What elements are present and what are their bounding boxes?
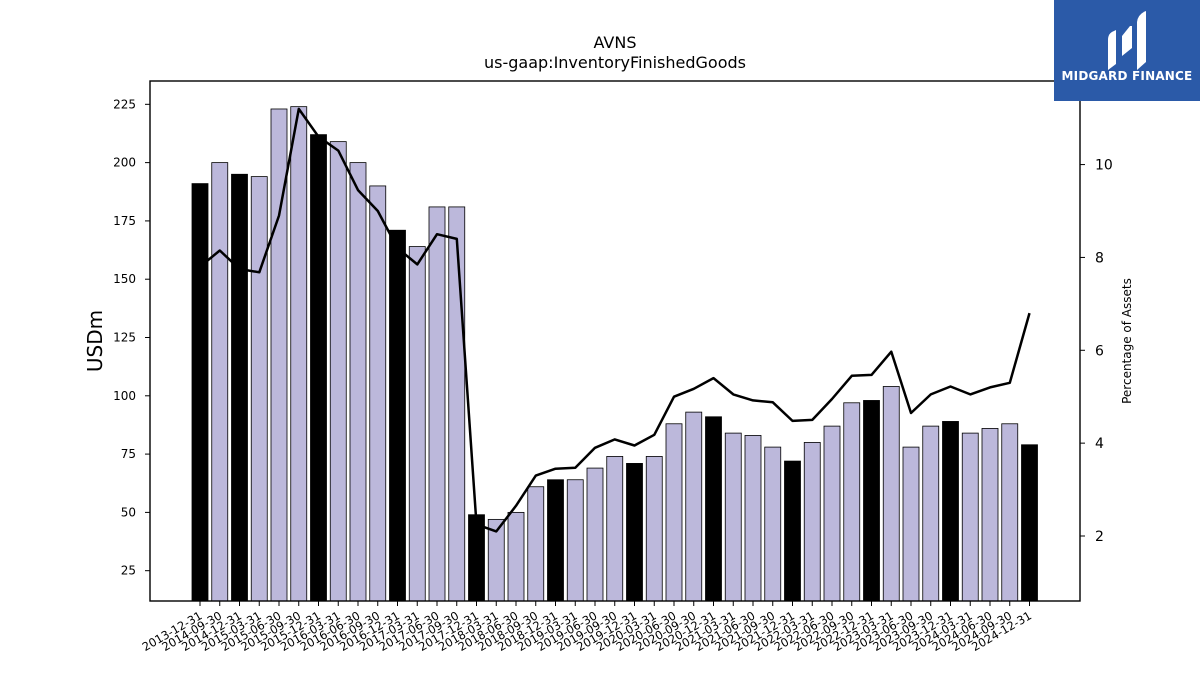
bars-group (191, 106, 1038, 602)
bar-2023-03-31 (882, 386, 900, 602)
bar-2016-06-30 (349, 162, 367, 602)
chart-subtitle: us-gaap:InventoryFinishedGoods (484, 53, 746, 72)
right-tick-label: 4 (1095, 436, 1104, 452)
bar-2021-03-31 (724, 432, 742, 602)
bar-2022-06-30 (823, 425, 841, 602)
bar-2021-06-30 (744, 435, 762, 602)
percentage-of-assets-line (199, 107, 1031, 533)
left-tick-label: 100 (113, 389, 136, 403)
bar-2020-06-30 (665, 423, 683, 602)
bar-2023-09-30 (922, 425, 940, 602)
right-tick-label: 6 (1095, 343, 1104, 359)
brand-logo: MIDGARD FINANCE (1054, 0, 1200, 101)
bar-2021-09-30 (764, 446, 782, 602)
bar-2020-09-30 (685, 411, 703, 602)
bar-2020-03-31 (645, 456, 663, 602)
left-tick-label: 50 (121, 505, 136, 519)
bar-2017-09-30 (448, 206, 466, 602)
bar-2017-03-31 (408, 246, 426, 602)
right-axis: 2 4 6 8 10 (1080, 158, 1113, 545)
bar-2016-09-30 (369, 185, 387, 602)
bar-2019-09-30 (606, 456, 624, 602)
left-tick-label: 175 (113, 214, 136, 228)
bar-2024-12-31 (1021, 444, 1038, 602)
bar-2015-09-30 (290, 106, 308, 602)
bar-2022-03-31 (803, 442, 821, 602)
bar-2019-06-30 (586, 467, 604, 602)
right-tick-label: 8 (1095, 250, 1104, 266)
bar-2015-03-31 (250, 176, 268, 602)
y-axis-label-left: USDm (83, 310, 107, 372)
bar-2023-12-31 (942, 421, 959, 602)
bar-2024-09-30 (1001, 423, 1019, 602)
y-axis-label-right: Percentage of Assets (1120, 278, 1134, 404)
bar-2019-12-31 (626, 463, 643, 602)
left-tick-label: 75 (121, 447, 136, 461)
bar-2020-12-31 (705, 416, 722, 602)
x-axis: 2013-12-312014-09-302014-12-312015-03-31… (140, 601, 1034, 654)
bar-2021-12-31 (784, 460, 801, 602)
chart-title: AVNS (594, 33, 637, 52)
bar-2024-03-31 (961, 432, 979, 602)
left-tick-label: 200 (113, 156, 136, 170)
bar-2022-12-31 (863, 400, 880, 602)
bar-2014-09-30 (211, 162, 229, 602)
brand-name: MIDGARD FINANCE (1061, 69, 1193, 83)
bar-2018-12-31 (547, 479, 564, 602)
bar-2017-06-30 (428, 206, 446, 602)
left-tick-label: 125 (113, 331, 136, 345)
bar-2023-06-30 (902, 446, 920, 602)
bar-2022-09-30 (843, 402, 861, 602)
bar-2024-06-30 (981, 428, 999, 602)
midgard-finance-logo-icon (1108, 11, 1146, 70)
bar-2013-12-31 (191, 183, 209, 602)
right-tick-label: 2 (1095, 529, 1104, 545)
bar-2018-09-30 (527, 486, 545, 602)
bar-2015-12-31 (310, 134, 327, 602)
bar-2018-06-30 (507, 511, 525, 602)
left-tick-label: 25 (121, 564, 136, 578)
left-axis: 25 50 75 100 125 150 175 200 225 (113, 97, 150, 578)
bar-2016-12-31 (389, 229, 406, 602)
right-tick-label: 10 (1095, 158, 1113, 174)
line-group (199, 107, 1031, 533)
bar-2019-03-31 (566, 479, 584, 602)
left-tick-label: 225 (113, 97, 136, 111)
bar-2016-03-31 (329, 141, 347, 602)
bar-2014-12-31 (231, 173, 248, 602)
left-tick-label: 150 (113, 272, 136, 286)
